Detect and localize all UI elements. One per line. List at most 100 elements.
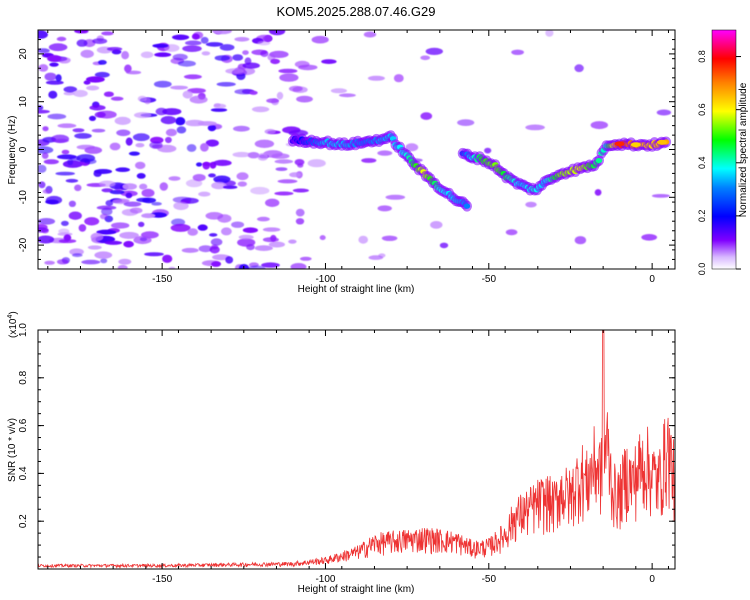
- spectrogram-noise-blob: [254, 245, 273, 252]
- spectrogram-noise-blob: [159, 182, 168, 191]
- spectrogram-noise-blob: [162, 254, 173, 263]
- snr-x-label: Height of straight line (km): [298, 584, 415, 595]
- spectrogram-noise-blob: [117, 264, 128, 269]
- spectrogram-noise-blob: [45, 80, 64, 85]
- spectrogram-noise-blob: [198, 245, 213, 253]
- spectrogram-y-axis: -20 -10 0 10 20: [18, 29, 675, 270]
- spectrogram-noise-blob: [430, 221, 443, 229]
- spectrogram-noise-blob: [81, 259, 101, 265]
- spectrogram-y-tick-label: 10: [18, 96, 29, 108]
- spectrogram-noise-blob: [590, 121, 608, 130]
- spectrogram-noise-blob: [276, 91, 284, 100]
- spectrogram-noise-blob: [214, 55, 230, 61]
- spectrogram-noise-blob: [231, 221, 245, 228]
- spectrogram-noise-blob: [176, 126, 187, 134]
- spectrogram-noise-blob: [288, 85, 303, 92]
- spectrogram-noise-blob: [84, 146, 103, 154]
- spectrogram-noise-blob: [153, 80, 172, 88]
- spectrogram-noise-blob: [213, 103, 221, 107]
- spectrogram-noise-blob: [234, 88, 254, 95]
- spectrogram-y-tick-label: 20: [18, 48, 29, 60]
- spectrogram-noise-blob: [84, 217, 100, 226]
- spectrogram-noise-blob: [278, 68, 298, 74]
- spectrogram-noise-blob: [262, 35, 273, 42]
- spectrogram-noise-blob: [56, 259, 69, 265]
- snr-y-tick-label: 0.2: [18, 514, 29, 528]
- spectrogram-noise-blob: [209, 233, 218, 237]
- spectrogram-noise-blob: [92, 38, 108, 44]
- spectrogram-noise-blob: [74, 30, 88, 34]
- spectrogram-noise-blob: [247, 152, 260, 159]
- spectrogram-noise-blob: [38, 109, 50, 114]
- snr-y-tick-label: 0.8: [18, 370, 29, 384]
- spectrogram-noise-blob: [211, 181, 227, 190]
- spectrogram-noise-blob: [269, 30, 286, 36]
- spectrogram-noise-blob: [457, 119, 475, 126]
- spectrogram-noise-blob: [72, 253, 83, 258]
- spectrogram-noise-blob: [91, 128, 106, 133]
- spectrogram-noise-blob: [405, 143, 419, 152]
- spectrogram-noise-blob: [125, 137, 133, 146]
- spectrogram-noise-blob: [299, 256, 312, 261]
- spectrogram-noise-blob: [425, 47, 443, 56]
- spectrogram-noise-blob: [99, 213, 108, 220]
- spectrogram-noise-blob: [38, 64, 49, 72]
- spectrogram-noise-blob: [525, 124, 545, 131]
- spectrogram-y-tick-label: -20: [18, 237, 29, 252]
- spectrogram-noise-blob: [93, 170, 102, 177]
- spectrogram-noise-blob: [106, 47, 123, 51]
- spectrogram-noise-blob: [330, 88, 347, 94]
- spectrogram-noise-blob: [63, 91, 75, 96]
- spectrogram-noise-blob: [210, 108, 228, 112]
- spectrogram-noise-blob: [134, 112, 152, 119]
- spectrogram-noise-blob: [101, 31, 114, 36]
- snr-y-axis: 0.2 0.4 0.6 0.8 1.0: [18, 323, 675, 558]
- spectrogram-peak: [630, 142, 641, 148]
- spectrogram-noise-blob: [144, 97, 151, 105]
- colorbar-label: Normalized spectral amplitude: [738, 82, 749, 217]
- spectrogram-noise-blob: [47, 55, 62, 62]
- spectrogram-noise-blob: [525, 201, 537, 208]
- spectrogram-noise-blob: [45, 199, 59, 205]
- spectrogram-noise-blob: [96, 229, 117, 235]
- snr-line: [38, 330, 675, 569]
- spectrogram-noise-blob: [211, 261, 222, 267]
- spectrogram-noise-blob: [42, 189, 52, 194]
- spectrogram-noise-blob: [114, 116, 131, 125]
- spectrogram-noise-blob: [574, 64, 584, 73]
- spectrogram-noise-blob: [262, 227, 281, 232]
- spectrogram-noise-blob: [290, 263, 307, 269]
- spectrogram-noise-blob: [44, 72, 57, 81]
- spectrogram-noise-blob: [377, 205, 392, 212]
- spectrogram-noise-blob: [420, 55, 431, 61]
- spectrogram-marks: [38, 30, 672, 269]
- spectrogram-y-tick-label: -10: [18, 190, 29, 205]
- spectrogram-noise-blob: [381, 235, 398, 241]
- spectrogram-noise-blob: [140, 51, 154, 59]
- spectrogram-noise-blob: [268, 241, 285, 248]
- spectrogram-noise-blob: [274, 191, 294, 196]
- spectrogram-noise-blob: [279, 73, 299, 82]
- spectrogram-noise-blob: [38, 218, 56, 225]
- spectrogram-noise-blob: [212, 30, 232, 35]
- spectrogram-noise-blob: [213, 159, 232, 166]
- spectrogram-noise-blob: [288, 239, 297, 244]
- spectrogram-noise-blob: [289, 172, 301, 178]
- spectrogram-peak: [656, 139, 667, 145]
- colorbar: 0.0 0.2 0.4 0.6 0.8 Normalized spectral ampl…: [697, 29, 749, 275]
- spectrogram-noise-blob: [136, 173, 146, 179]
- spectrogram-noise-blob: [277, 179, 298, 184]
- spectrogram-noise-blob: [233, 125, 250, 132]
- spectrogram-noise-blob: [135, 143, 145, 148]
- spectrogram-noise-blob: [110, 96, 124, 101]
- spectrogram-noise-blob: [183, 74, 202, 80]
- colorbar-tick-label: 0.6: [697, 103, 707, 116]
- spectrogram-noise-blob: [112, 198, 130, 204]
- spectrogram-noise-blob: [377, 150, 393, 156]
- spectrogram-noise-blob: [221, 227, 232, 236]
- spectrogram-noise-blob: [368, 255, 384, 260]
- spectrogram-noise-blob: [119, 231, 139, 239]
- spectrogram-noise-blob: [656, 109, 672, 116]
- spectrogram-noise-blob: [135, 161, 146, 170]
- spectrogram-noise-blob: [109, 142, 121, 151]
